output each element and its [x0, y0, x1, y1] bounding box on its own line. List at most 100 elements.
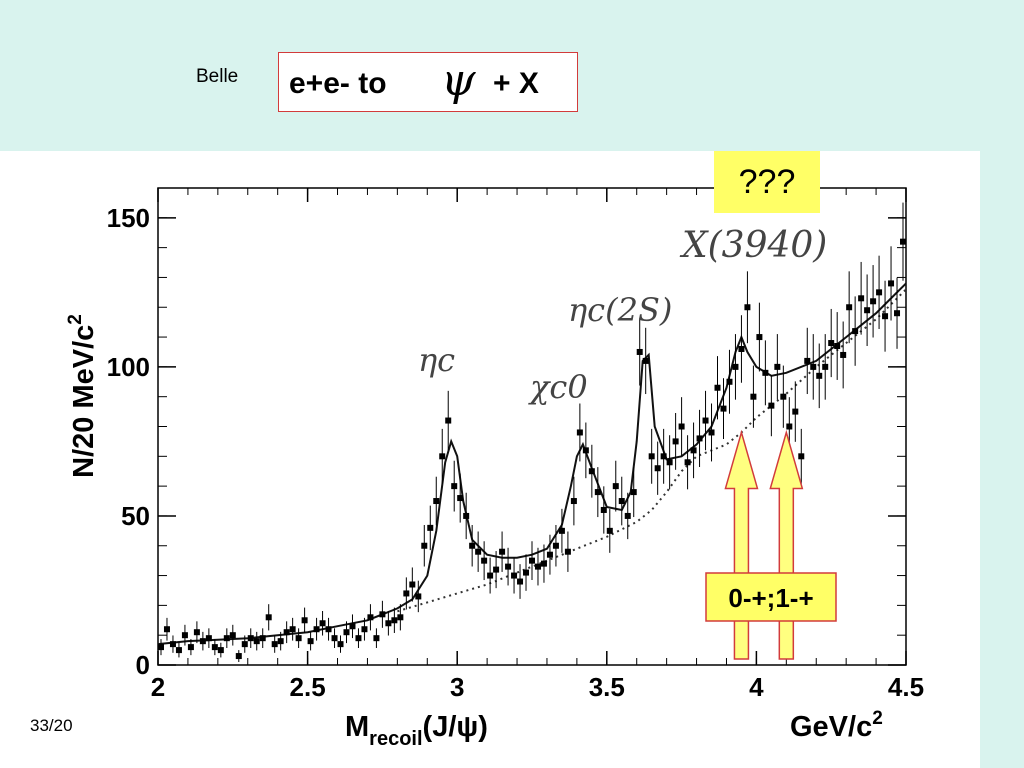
- data-point: [762, 369, 769, 376]
- data-point: [642, 357, 649, 364]
- data-point: [666, 459, 673, 466]
- title-suffix: + X: [493, 67, 539, 100]
- data-point: [756, 334, 763, 341]
- data-point: [558, 527, 565, 534]
- data-point: [457, 495, 464, 502]
- data-point: [277, 638, 284, 645]
- data-point: [343, 629, 350, 636]
- data-point: [696, 435, 703, 442]
- data-point: [534, 563, 541, 570]
- data-point: [349, 623, 356, 630]
- data-point: [876, 289, 883, 296]
- data-point: [421, 542, 428, 549]
- data-point: [882, 313, 889, 320]
- data-point: [630, 489, 637, 496]
- data-point: [582, 447, 589, 454]
- data-point: [295, 635, 302, 642]
- data-point: [373, 635, 380, 642]
- data-point: [271, 641, 278, 648]
- data-point: [894, 310, 901, 317]
- data-point: [858, 295, 865, 302]
- axis-ticks: 2 2.5 3 3.5 4 4.5 0 50 100 150: [107, 187, 924, 702]
- data-point: [487, 572, 494, 579]
- jpc-arrow: [769, 429, 804, 660]
- data-point: [840, 351, 847, 358]
- data-point: [289, 626, 296, 633]
- data-point: [385, 620, 392, 627]
- unknown-box-text: ???: [739, 163, 796, 201]
- y-tick-label: 150: [107, 203, 150, 233]
- data-point: [672, 438, 679, 445]
- data-point: [816, 372, 823, 379]
- data-point: [511, 572, 518, 579]
- data-point: [612, 483, 619, 490]
- data-point: [678, 423, 685, 430]
- data-point: [247, 635, 254, 642]
- data-point: [475, 548, 482, 555]
- data-point: [774, 363, 781, 370]
- data-point: [888, 280, 895, 287]
- data-point: [229, 632, 236, 639]
- x-axis-label-main: M: [345, 711, 369, 743]
- data-point: [654, 465, 661, 472]
- experiment-label: Belle: [196, 66, 239, 87]
- label-etac2s: ηc(2S): [568, 291, 672, 329]
- data-point: [469, 542, 476, 549]
- label-etac: ηc: [418, 341, 455, 379]
- plot-panel: 2 2.5 3 3.5 4 4.5 0 50 100 150 N/20 MeV/c2 Mrecoi…: [0, 151, 980, 768]
- data-point: [792, 408, 799, 415]
- data-point: [157, 644, 164, 651]
- data-point: [493, 566, 500, 573]
- data-point: [319, 620, 326, 627]
- data-point: [481, 557, 488, 564]
- data-point: [600, 506, 607, 513]
- data-point: [900, 238, 907, 245]
- data-point: [834, 343, 841, 350]
- data-point: [576, 429, 583, 436]
- data-point: [529, 557, 535, 564]
- data-point: [732, 363, 739, 370]
- title-psi-symbol: ψ: [441, 55, 476, 106]
- data-point: [846, 304, 853, 311]
- x-axis-label-tail: (J/ψ): [423, 711, 488, 743]
- data-point: [588, 468, 595, 475]
- data-point: [427, 524, 434, 531]
- slide-number: 33/20: [30, 716, 73, 735]
- data-point: [828, 340, 835, 347]
- jpc-arrow: [724, 429, 759, 660]
- data-point: [211, 644, 218, 651]
- background-line: [397, 288, 907, 613]
- data-point: [433, 498, 440, 505]
- data-point: [265, 614, 272, 621]
- data-point: [235, 653, 242, 660]
- x-tick-label: 4.5: [888, 672, 924, 702]
- y-axis-label: N/20 MeV/c2: [65, 314, 100, 478]
- unknown-box: [714, 151, 820, 213]
- y-tick-label: 100: [107, 352, 150, 382]
- x-tick-label: 3: [450, 672, 464, 702]
- x-axis-label: Mrecoil(J/ψ): [345, 711, 488, 750]
- data-point: [780, 393, 787, 400]
- data-point: [744, 304, 751, 311]
- data-point: [415, 593, 422, 600]
- data-point: [720, 405, 727, 412]
- y-axis-label-sup: 2: [65, 314, 86, 325]
- data-point: [439, 453, 446, 460]
- data-point: [684, 459, 691, 466]
- x-axis-unit-main: GeV/c: [790, 711, 872, 743]
- data-point: [253, 638, 260, 645]
- data-point: [606, 527, 613, 534]
- data-point: [169, 641, 176, 648]
- data-point: [463, 512, 470, 519]
- data-point: [594, 489, 601, 496]
- data-point: [331, 635, 338, 642]
- data-point: [552, 542, 559, 549]
- data-point: [708, 429, 715, 436]
- data-point: [205, 635, 212, 642]
- data-point: [852, 328, 859, 335]
- data-point: [223, 635, 230, 642]
- data-point: [726, 378, 733, 385]
- x-tick-label: 2.5: [290, 672, 326, 702]
- data-point: [181, 632, 188, 639]
